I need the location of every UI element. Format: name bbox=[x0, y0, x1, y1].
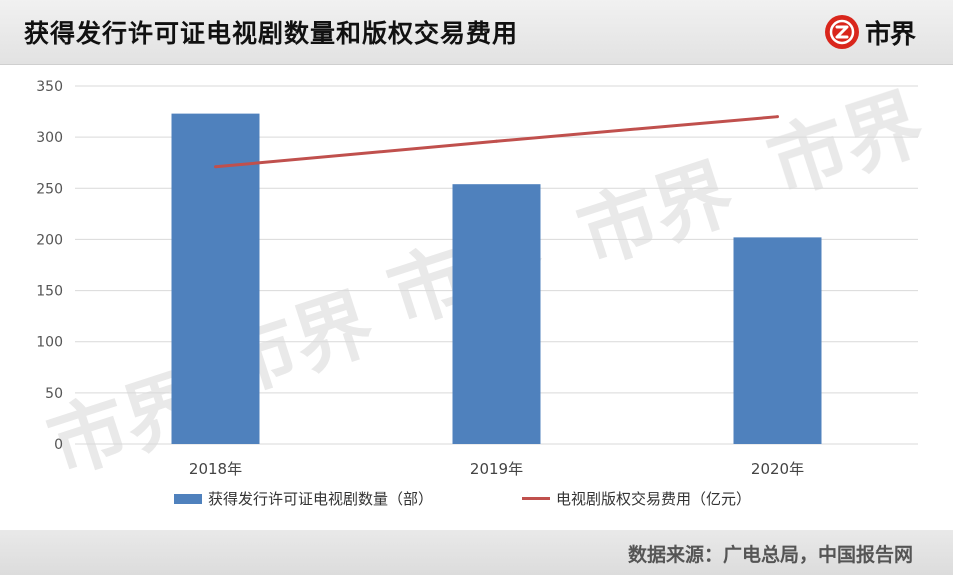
brand-s-icon bbox=[824, 15, 859, 49]
watermark-text: 市界 bbox=[568, 148, 744, 282]
legend-line-swatch bbox=[522, 497, 550, 500]
combo-chart: 市界市界市界市界市界0501001502002503003502018年2019… bbox=[36, 78, 934, 492]
bar bbox=[452, 184, 541, 444]
legend-item-line: 电视剧版权交易费用（亿元） bbox=[522, 488, 751, 509]
footer-bar: 数据来源：广电总局，中国报告网 bbox=[0, 530, 953, 575]
y-tick-label: 250 bbox=[36, 181, 63, 197]
line-point bbox=[495, 139, 498, 143]
watermark-text: 市界 bbox=[758, 78, 934, 212]
chart-area: 市界市界市界市界市界0501001502002503003502018年2019… bbox=[0, 64, 953, 530]
brand-text: 市界 bbox=[864, 19, 916, 50]
header-bar: 获得发行许可证电视剧数量和版权交易费用 市界 bbox=[0, 0, 953, 65]
legend-label-line: 电视剧版权交易费用（亿元） bbox=[556, 490, 752, 508]
x-tick-label: 2018年 bbox=[189, 460, 242, 478]
page-title: 获得发行许可证电视剧数量和版权交易费用 bbox=[24, 19, 519, 48]
legend-item-bar: 获得发行许可证电视剧数量（部） bbox=[174, 488, 433, 509]
line-point bbox=[214, 165, 217, 169]
chart-legend: 获得发行许可证电视剧数量（部） 电视剧版权交易费用（亿元） bbox=[0, 488, 953, 514]
bar bbox=[171, 113, 260, 445]
y-tick-label: 300 bbox=[36, 130, 63, 146]
legend-label-bar: 获得发行许可证电视剧数量（部） bbox=[208, 490, 434, 508]
x-tick-label: 2019年 bbox=[470, 460, 523, 478]
y-tick-label: 150 bbox=[36, 284, 63, 300]
y-tick-label: 0 bbox=[54, 437, 63, 453]
x-tick-label: 2020年 bbox=[751, 460, 804, 478]
y-tick-label: 200 bbox=[36, 232, 63, 248]
legend-bar-swatch bbox=[174, 493, 202, 504]
y-tick-label: 350 bbox=[36, 79, 63, 95]
bar bbox=[733, 237, 822, 444]
y-tick-label: 50 bbox=[45, 386, 63, 402]
data-source: 数据来源：广电总局，中国报告网 bbox=[627, 544, 913, 566]
y-tick-label: 100 bbox=[36, 335, 63, 351]
line-point bbox=[776, 115, 779, 119]
brand-logo: 市界 bbox=[824, 14, 916, 50]
